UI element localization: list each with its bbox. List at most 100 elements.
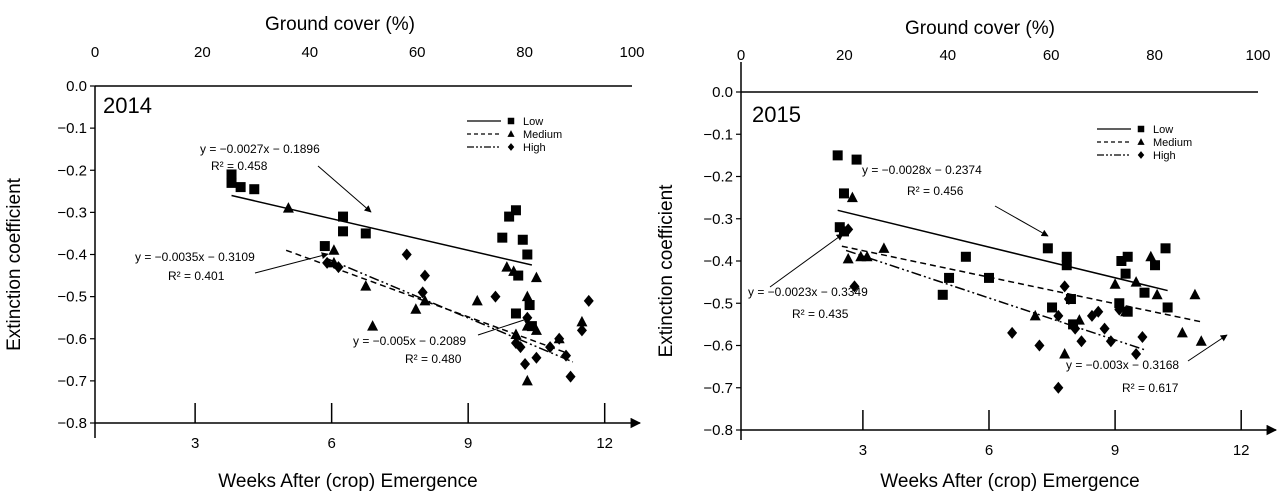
- y-tick-label: −0.5: [703, 295, 733, 312]
- y-tick-label: −0.1: [57, 120, 87, 137]
- x-axis-title: Weeks After (crop) Emergence: [218, 471, 477, 492]
- series-high: [843, 223, 1148, 394]
- point-medium: [576, 315, 588, 327]
- point-low: [937, 289, 948, 300]
- point-low: [832, 150, 843, 161]
- point-medium: [1109, 278, 1121, 289]
- r2-label: R² = 0.435: [792, 307, 849, 321]
- point-low: [944, 272, 955, 283]
- legend-marker-medium: [1137, 138, 1145, 145]
- top-tick-label: 20: [194, 44, 211, 61]
- point-medium: [360, 280, 372, 291]
- point-low: [497, 232, 508, 243]
- x-tick-label: 6: [985, 442, 993, 459]
- point-high: [576, 324, 587, 337]
- point-low: [319, 241, 330, 252]
- top-tick-label: 40: [301, 44, 318, 61]
- y-tick-label: −0.7: [57, 373, 87, 390]
- x-tick-label: 12: [596, 435, 613, 452]
- point-low: [338, 226, 349, 237]
- annotation-arrow: [254, 252, 329, 274]
- point-low: [524, 300, 535, 311]
- point-low: [510, 308, 521, 319]
- point-high: [1059, 280, 1070, 293]
- top-tick-label: 60: [1043, 47, 1060, 64]
- point-high: [849, 280, 860, 293]
- point-medium: [521, 374, 533, 386]
- y-tick-label: −0.6: [703, 338, 733, 355]
- year-label: 2014: [103, 93, 152, 118]
- point-high: [1131, 347, 1142, 360]
- legend-label-medium: Medium: [1153, 137, 1192, 149]
- point-high: [1076, 335, 1087, 348]
- series-low: [832, 150, 1173, 330]
- point-high: [1137, 331, 1148, 344]
- point-high: [1053, 381, 1064, 394]
- point-high: [565, 370, 576, 383]
- series-low: [226, 169, 537, 332]
- point-high: [1034, 339, 1045, 352]
- point-high: [531, 351, 542, 364]
- point-low: [1068, 319, 1079, 330]
- r2-label: R² = 0.480: [405, 352, 462, 366]
- point-low: [249, 184, 260, 195]
- point-high: [515, 341, 526, 354]
- top-axis-title: Ground cover (%): [905, 18, 1055, 39]
- y-tick-label: −0.7: [703, 380, 733, 397]
- point-low: [1139, 287, 1150, 298]
- y-tick-label: −0.8: [57, 415, 87, 432]
- point-medium: [1189, 288, 1201, 300]
- point-high: [1063, 293, 1074, 306]
- y-tick-label: 0.0: [66, 78, 87, 95]
- r2-label: R² = 0.456: [907, 184, 964, 198]
- top-tick-label: 80: [1146, 47, 1163, 64]
- annotation-arrow: [1187, 334, 1228, 362]
- y-tick-label: −0.3: [703, 211, 733, 228]
- legend-marker-medium: [507, 130, 515, 137]
- top-axis-title: Ground cover (%): [265, 14, 415, 35]
- point-low: [834, 222, 845, 233]
- point-high: [1099, 322, 1110, 335]
- point-medium: [878, 242, 890, 253]
- point-medium: [530, 271, 542, 283]
- trendline-high: [326, 258, 574, 363]
- series-medium: [842, 191, 1207, 359]
- annotation-arrow: [994, 205, 1049, 237]
- legend-label-high: High: [523, 142, 546, 154]
- point-medium: [1145, 250, 1157, 262]
- x-axis-title: Weeks After (crop) Emergence: [880, 471, 1139, 492]
- point-medium: [410, 303, 422, 314]
- y-tick-label: −0.1: [703, 126, 733, 143]
- point-medium: [1176, 326, 1188, 338]
- top-tick-label: 100: [619, 44, 644, 61]
- r2-label: R² = 0.401: [168, 269, 225, 283]
- point-low: [226, 177, 237, 188]
- trendline-medium: [841, 245, 1204, 323]
- r2-label: R² = 0.458: [211, 159, 268, 173]
- point-low: [510, 205, 521, 216]
- point-medium: [521, 290, 533, 302]
- point-low: [960, 251, 971, 262]
- point-low: [1061, 251, 1072, 262]
- y-tick-label: −0.8: [703, 422, 733, 439]
- point-high: [417, 286, 428, 299]
- point-low: [1042, 243, 1053, 254]
- legend-marker-high: [1137, 151, 1145, 159]
- point-medium: [1073, 314, 1085, 325]
- legend-marker-low: [507, 117, 515, 125]
- trendline-medium: [285, 249, 569, 355]
- top-tick-label: 20: [836, 47, 853, 64]
- annotation-arrow: [317, 165, 372, 213]
- legend-marker-high: [507, 143, 515, 151]
- y-tick-label: −0.2: [57, 162, 87, 179]
- y-tick-label: −0.5: [57, 289, 87, 306]
- point-medium: [846, 191, 858, 203]
- top-tick-label: 0: [91, 44, 99, 61]
- point-medium: [328, 244, 340, 255]
- legend-label-low: Low: [1153, 124, 1173, 136]
- point-low: [1120, 268, 1131, 279]
- point-high: [554, 332, 565, 345]
- point-high: [490, 290, 501, 303]
- annotation-arrow: [477, 316, 531, 336]
